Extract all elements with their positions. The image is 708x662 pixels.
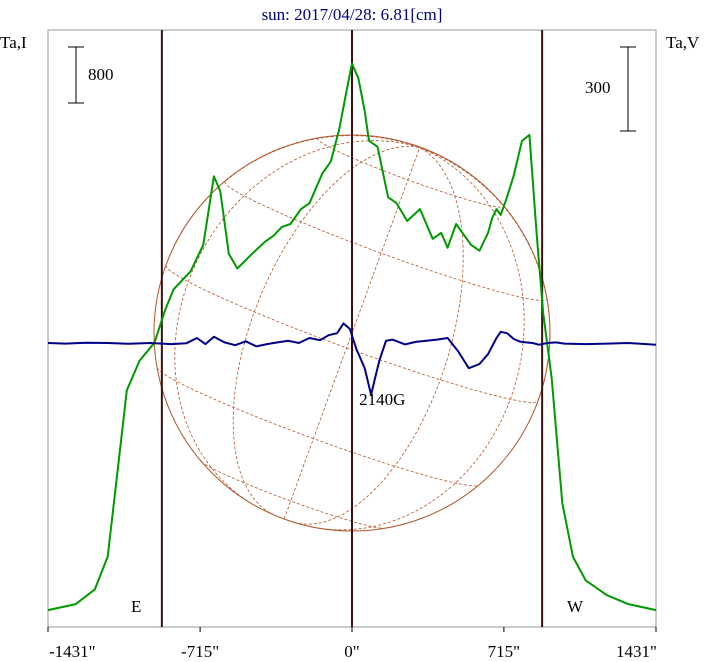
- right-scale-bar: [620, 46, 636, 132]
- series-polarization: [47, 322, 657, 396]
- longitude-line: [283, 147, 421, 520]
- latitude-line: [156, 367, 479, 487]
- longitude-line: [232, 145, 420, 516]
- polarization-annotation: 2140G: [359, 390, 405, 409]
- left-scale-bar: [68, 46, 84, 104]
- longitude-line: [293, 147, 464, 525]
- x-tick-label: 715": [488, 642, 520, 661]
- longitude-line: [318, 147, 525, 531]
- latitude-line: [317, 137, 504, 208]
- longitude-line: [419, 147, 551, 402]
- x-axis-ticks: -1431" -715" 0" 715" 1431": [47, 627, 657, 661]
- latitude-line: [224, 181, 548, 301]
- x-tick-label: 0": [344, 642, 359, 661]
- chart-title: sun: 2017/04/28: 6.81[cm]: [262, 5, 443, 24]
- left-axis-label: Ta,I: [0, 33, 27, 52]
- right-scale-bar-label: 300: [585, 78, 611, 97]
- west-label: W: [567, 597, 584, 616]
- limb-lines: [160, 30, 544, 627]
- east-label: E: [131, 597, 141, 616]
- series-intensity: [47, 62, 657, 612]
- solar-disk: [153, 134, 551, 532]
- series-layer: [47, 62, 657, 612]
- right-axis-label: Ta,V: [666, 33, 700, 52]
- x-tick-label: -1431": [49, 642, 96, 661]
- left-scale-bar-label: 800: [88, 65, 114, 84]
- longitude-line: [174, 140, 420, 505]
- longitude-line: [165, 135, 420, 266]
- x-tick-label: 1431": [616, 642, 657, 661]
- x-tick-label: -715": [181, 642, 219, 661]
